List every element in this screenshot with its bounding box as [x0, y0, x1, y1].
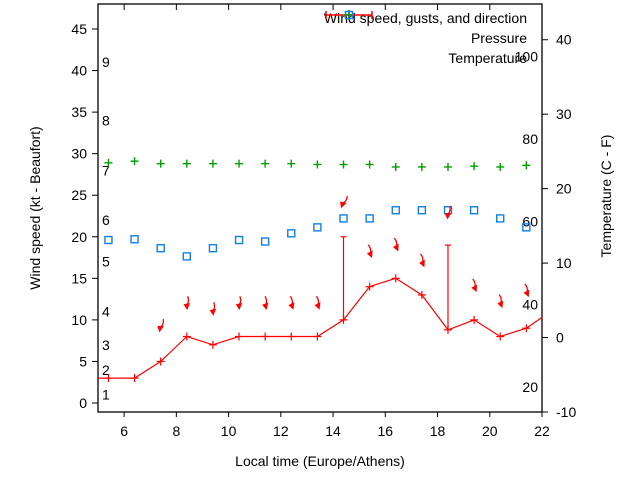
beaufort-scale-labels: 1 2 3 4 5 6 7 8 9 [102, 54, 110, 402]
svg-text:20: 20 [522, 379, 538, 395]
svg-text:80: 80 [522, 131, 538, 147]
svg-text:20: 20 [482, 423, 498, 439]
svg-text:5: 5 [102, 254, 110, 270]
svg-text:8: 8 [172, 423, 180, 439]
svg-text:25: 25 [71, 187, 87, 203]
x-axis-ticks: 6 8 10 12 14 16 18 20 22 [120, 4, 550, 439]
svg-text:16: 16 [378, 423, 394, 439]
svg-text:4: 4 [102, 304, 110, 320]
x-axis-title: Local time (Europe/Athens) [235, 453, 405, 469]
svg-text:3: 3 [102, 337, 110, 353]
svg-text:0: 0 [556, 330, 564, 346]
svg-text:6: 6 [102, 212, 110, 228]
plot-border [97, 3, 543, 413]
legend-row-pressure: Pressure [324, 10, 527, 48]
svg-text:45: 45 [71, 21, 87, 37]
svg-text:10: 10 [71, 312, 87, 328]
legend-row-temperature: Temperature [324, 10, 527, 68]
wind-direction-arrows [157, 195, 530, 333]
legend-label-wind: Wind speed, gusts, and direction [323, 10, 527, 26]
svg-text:40: 40 [556, 32, 572, 48]
svg-text:9: 9 [102, 54, 110, 70]
svg-text:5: 5 [79, 353, 87, 369]
right-axis-ticks: -10 0 10 20 30 40 [542, 32, 576, 420]
svg-text:60: 60 [522, 214, 538, 230]
svg-text:100: 100 [515, 48, 539, 64]
left-axis-ticks: 0 5 10 15 20 25 30 35 40 45 [71, 21, 98, 411]
svg-text:-10: -10 [556, 404, 576, 420]
svg-text:40: 40 [71, 63, 87, 79]
wind-speed-series [98, 236, 543, 383]
svg-text:12: 12 [273, 423, 289, 439]
svg-text:10: 10 [221, 423, 237, 439]
svg-text:0: 0 [79, 395, 87, 411]
fahrenheit-scale-labels: 20 40 60 80 100 [515, 48, 539, 395]
svg-text:22: 22 [534, 423, 550, 439]
svg-text:1: 1 [102, 387, 110, 403]
svg-text:15: 15 [71, 270, 87, 286]
temperature-series [104, 206, 531, 261]
svg-text:18: 18 [430, 423, 446, 439]
legend-label-pressure: Pressure [470, 30, 527, 46]
svg-text:14: 14 [325, 423, 341, 439]
legend: Wind speed, gusts, and direction Pressur… [324, 8, 527, 68]
svg-text:30: 30 [71, 146, 87, 162]
svg-text:40: 40 [522, 296, 538, 312]
svg-text:7: 7 [102, 162, 110, 178]
svg-text:2: 2 [102, 362, 110, 378]
svg-text:20: 20 [556, 181, 572, 197]
svg-text:8: 8 [102, 112, 110, 128]
right-axis-title: Temperature (C - F) [598, 134, 614, 258]
left-axis-title: Wind speed (kt - Beaufort) [27, 126, 43, 290]
pressure-series [104, 157, 531, 171]
svg-text:6: 6 [120, 423, 128, 439]
svg-text:35: 35 [71, 104, 87, 120]
legend-label-temperature: Temperature [448, 50, 527, 66]
svg-text:30: 30 [556, 106, 572, 122]
svg-text:20: 20 [71, 229, 87, 245]
temperature-square-sample-icon [344, 10, 354, 20]
svg-text:10: 10 [556, 255, 572, 271]
